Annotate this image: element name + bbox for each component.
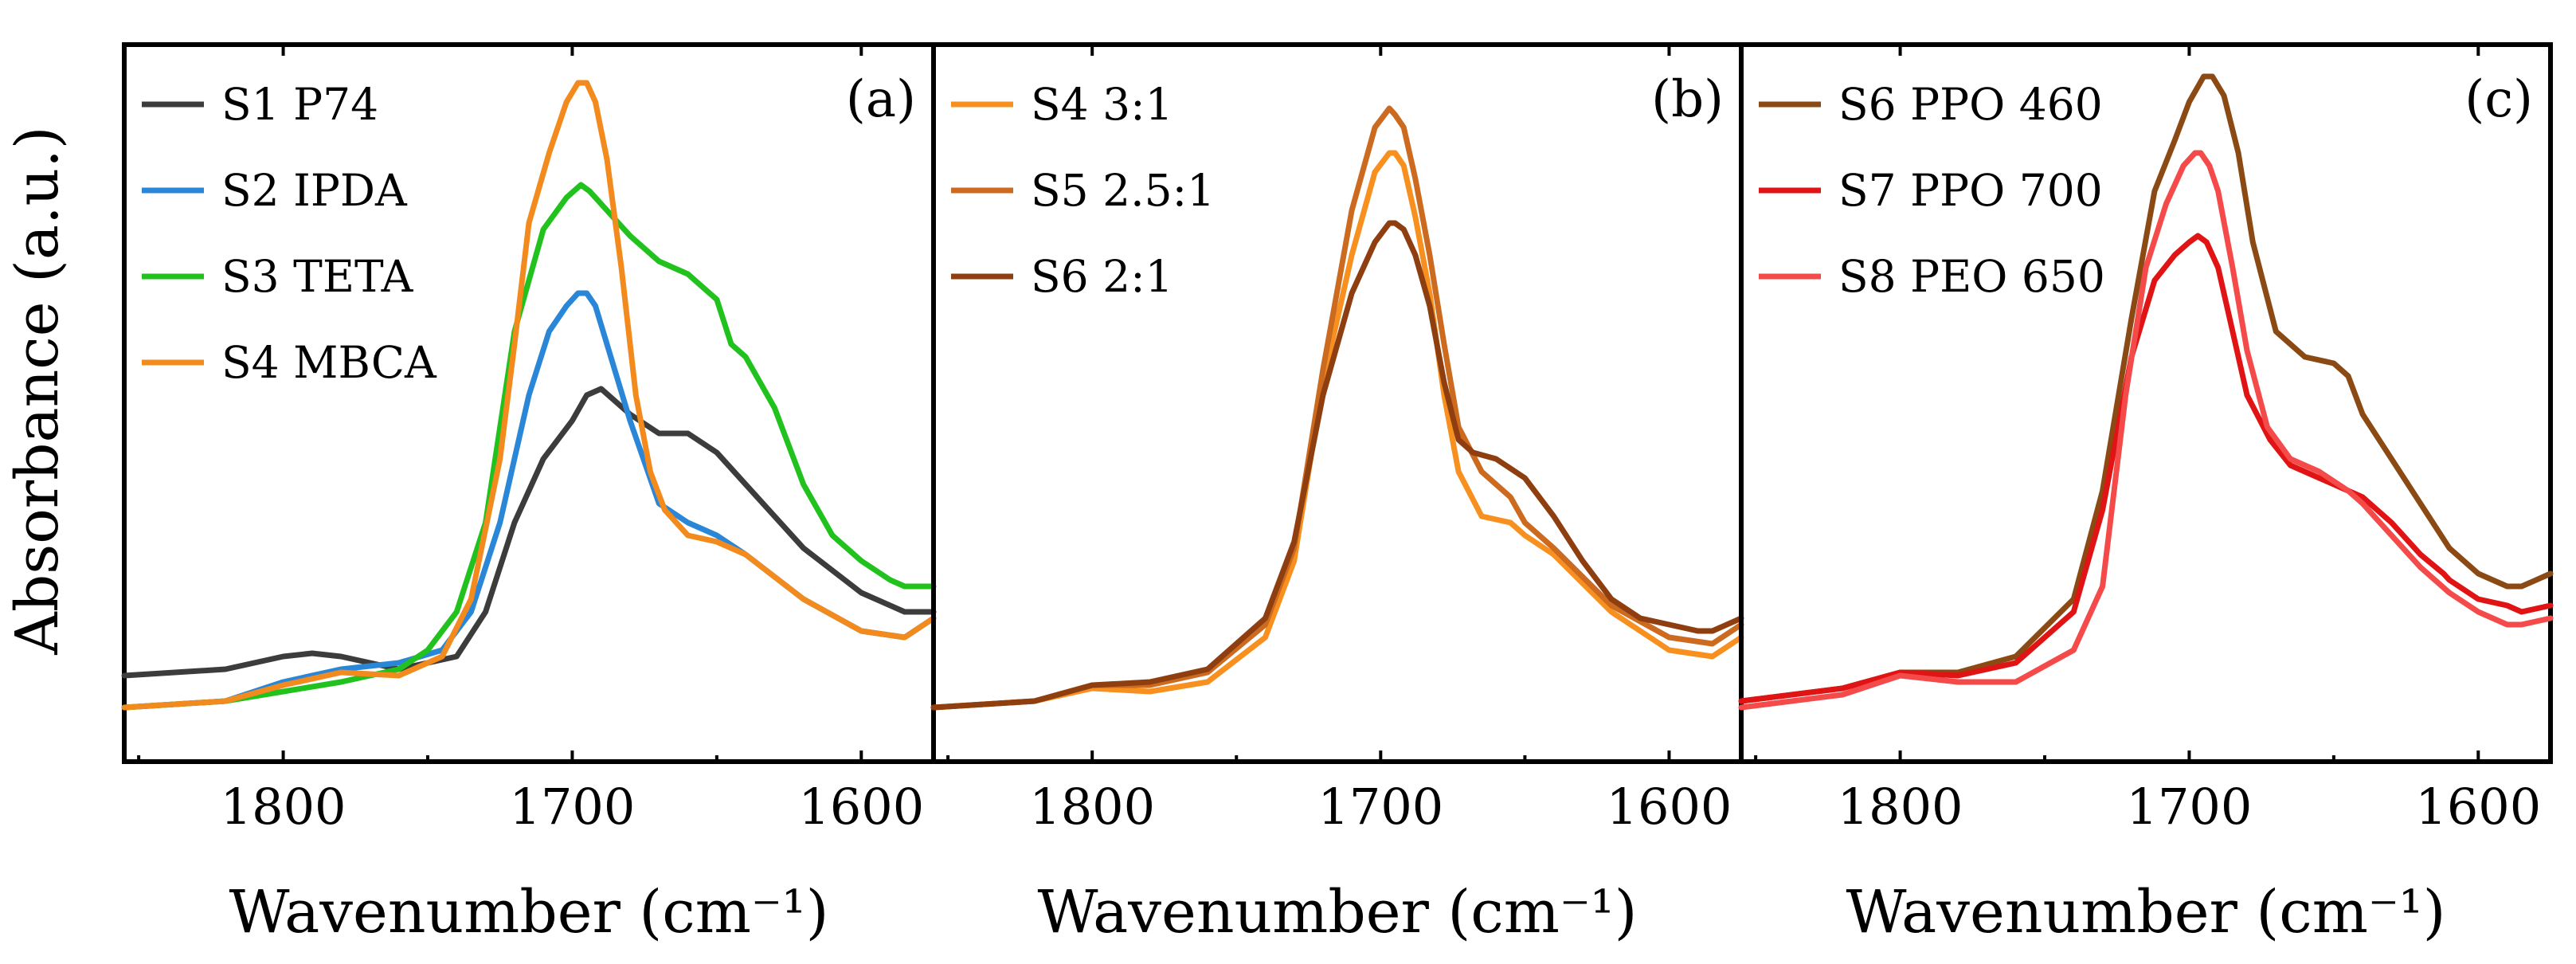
legend-label: S1 P74	[221, 79, 378, 130]
x-tick-label: 1600	[1607, 778, 1732, 836]
x-tick-label: 1800	[221, 778, 346, 836]
y-axis-label: Absorbance (a.u.)	[3, 126, 72, 655]
legend-label: S2 IPDA	[221, 165, 408, 216]
legend-label: S6 PPO 460	[1838, 79, 2103, 130]
x-axis-label: Wavenumber (cm⁻¹)	[229, 878, 829, 946]
panel-b: 1800 1700 1600 Wavenumber (cm⁻¹) (b) S4 3:1 S5…	[930, 42, 1744, 946]
x-axis-label: Wavenumber (cm⁻¹)	[1846, 878, 2446, 946]
legend-label: S4 MBCA	[221, 337, 437, 388]
panel-c: 1800 1700 1600 Wavenumber (cm⁻¹) (c) S6 PPO 4…	[1738, 42, 2554, 946]
series-line-s8-peo-650	[1738, 150, 2554, 711]
x-tick-label: 1800	[1029, 778, 1155, 836]
legend-label: S3 TETA	[221, 251, 414, 302]
legend-label: S6 2:1	[1031, 251, 1173, 302]
series-line-s7-ppo-700	[1738, 233, 2554, 704]
x-tick-label: 1700	[2127, 778, 2253, 836]
series-line-s3-teta	[121, 182, 937, 711]
panel-a: 1800 1700 1600 Wavenumber (cm⁻¹) (a) S1 P74 S2…	[121, 42, 937, 946]
legend-label: S4 3:1	[1031, 79, 1173, 130]
legend: S6 PPO 460 S7 PPO 700 S8 PEO 650	[1759, 79, 2105, 302]
plot-frame	[1739, 42, 2553, 764]
series-line-s6-2-1	[930, 220, 1744, 711]
series-line-s6-ppo-460	[1738, 73, 2554, 704]
x-tick-label: 1600	[2415, 778, 2541, 836]
series-line-s4-mbca	[121, 80, 937, 711]
legend: S4 3:1 S5 2.5:1 S6 2:1	[951, 79, 1215, 302]
plot-frame	[931, 42, 1744, 764]
legend-label: S7 PPO 700	[1838, 165, 2103, 216]
x-axis-label: Wavenumber (cm⁻¹)	[1038, 878, 1638, 946]
panel-label: (c)	[2464, 70, 2533, 129]
x-tick-label: 1800	[1838, 778, 1963, 836]
series-line-s1-p74	[121, 386, 937, 679]
x-tick-label: 1600	[798, 778, 924, 836]
x-tick-label: 1700	[510, 778, 636, 836]
series-line-s5-2-5-1	[930, 105, 1744, 711]
panel-label: (a)	[846, 70, 916, 129]
legend-label: S8 PEO 650	[1838, 251, 2105, 302]
legend-label: S5 2.5:1	[1031, 165, 1215, 216]
x-tick-label: 1700	[1317, 778, 1443, 836]
panel-label: (b)	[1651, 70, 1724, 129]
series-line-s4-3-1	[930, 150, 1744, 711]
legend: S1 P74 S2 IPDA S3 TETA S4 MBCA	[142, 79, 437, 388]
